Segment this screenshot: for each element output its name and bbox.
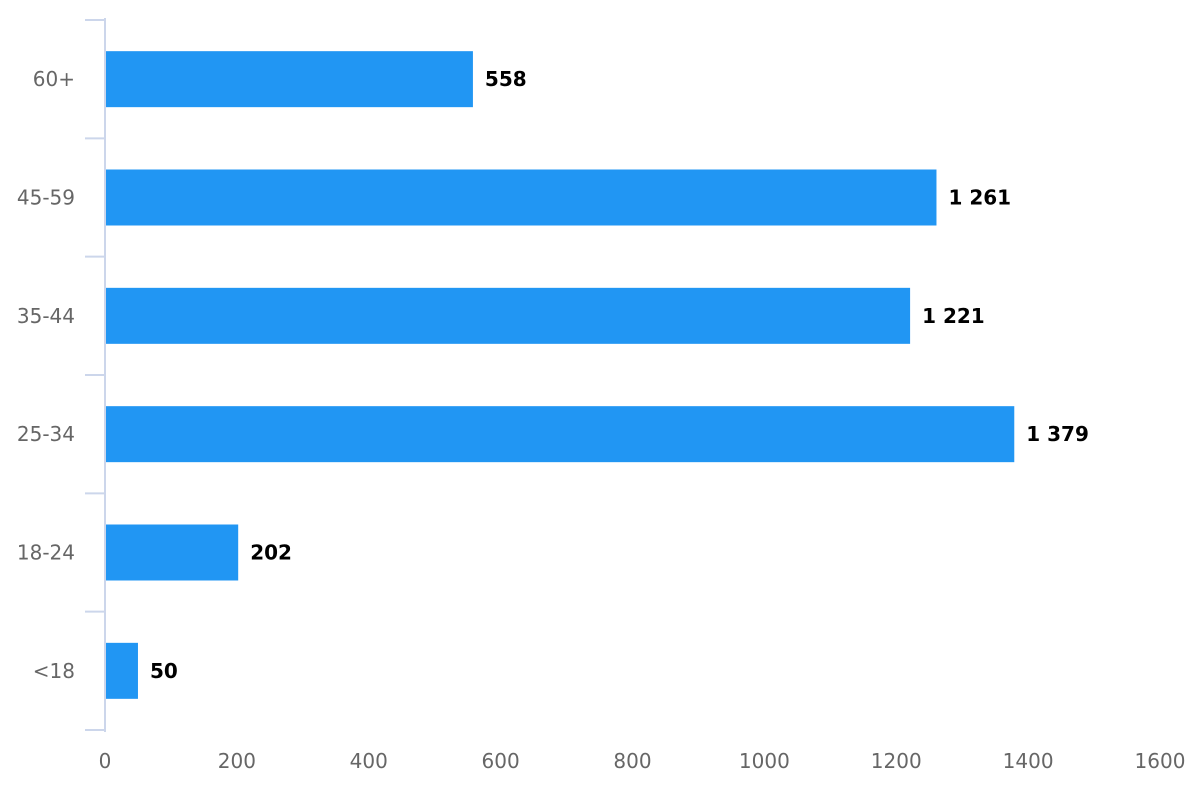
x-tick-label: 400 (350, 749, 388, 773)
bar (106, 51, 473, 108)
category-label: 18-24 (17, 541, 75, 565)
data-label: 1 261 (948, 186, 1011, 210)
bar (106, 524, 239, 581)
axes-layer (85, 18, 106, 732)
labels-layer: 60+ 558 45-59 1 261 35-44 1 221 25-34 1 379 18-2… (17, 67, 1186, 773)
category-label: 25-34 (17, 422, 75, 446)
x-tick-label: 800 (613, 749, 651, 773)
category-label: 35-44 (17, 304, 75, 328)
x-tick-label: 1200 (871, 749, 922, 773)
x-tick-label: 1600 (1135, 749, 1186, 773)
bars-layer (106, 51, 1015, 699)
x-tick-label: 600 (482, 749, 520, 773)
category-label: 45-59 (17, 186, 75, 210)
x-tick-label: 1000 (739, 749, 790, 773)
data-label: 1 379 (1026, 422, 1089, 446)
bar (106, 169, 937, 226)
category-label: <18 (33, 659, 75, 683)
x-tick-label: 0 (99, 749, 112, 773)
bar (106, 287, 911, 344)
data-label: 202 (250, 541, 292, 565)
data-label: 558 (485, 67, 527, 91)
x-tick-label: 1400 (1003, 749, 1054, 773)
x-tick-label: 200 (218, 749, 256, 773)
data-label: 1 221 (922, 304, 985, 328)
data-label: 50 (150, 659, 178, 683)
bar (106, 406, 1015, 463)
bar (106, 642, 138, 699)
category-label: 60+ (33, 67, 75, 91)
